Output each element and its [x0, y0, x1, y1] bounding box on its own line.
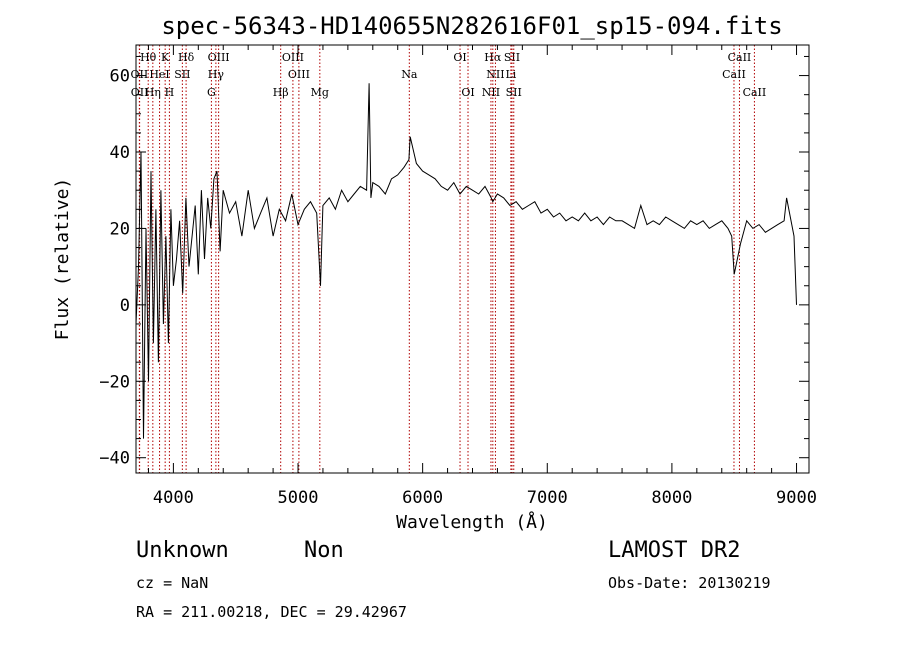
x-tick-label: 6000	[402, 488, 443, 508]
spectral-line-label: OI	[453, 51, 466, 64]
plot-frame	[135, 44, 810, 474]
spectral-line-label: H	[165, 86, 175, 99]
y-tick-label: −40	[99, 449, 130, 469]
spectral-line-label: CaII	[722, 68, 746, 81]
x-tick-label: 9000	[776, 488, 817, 508]
spectral-line-label: OIII	[208, 51, 230, 64]
object-class: Unknown	[136, 538, 229, 563]
spectral-line-label: Mg	[311, 86, 329, 99]
y-tick-label: −20	[99, 372, 130, 392]
spectral-line-label: G	[207, 86, 216, 99]
y-tick-label: 0	[120, 296, 130, 316]
spectral-line-label: CaII	[728, 51, 752, 64]
spectral-line-label: HeI	[149, 68, 169, 81]
x-axis: 4000 5000 6000 7000 8000 9000	[147, 45, 817, 508]
observation-date: Obs-Date: 20130219	[608, 574, 771, 592]
spectral-line-label: Hβ	[273, 86, 289, 99]
object-subclass: Non	[304, 538, 344, 563]
x-tick-label: 7000	[527, 488, 568, 508]
x-tick-label: 8000	[651, 488, 692, 508]
coordinates: RA = 211.00218, DEC = 29.42967	[136, 603, 407, 621]
y-tick-label: 60	[110, 67, 130, 87]
spectral-line-label: Li	[505, 68, 516, 81]
survey-name: LAMOST DR2	[608, 538, 741, 563]
spectral-line-label: OIII	[288, 68, 310, 81]
y-tick-label: 40	[110, 143, 130, 163]
spectral-line-label: Hγ	[208, 68, 225, 81]
spectrum-series-line	[135, 83, 797, 439]
x-tick-label: 4000	[153, 488, 194, 508]
x-tick-label: 5000	[278, 488, 319, 508]
spectral-line-label: Na	[401, 68, 418, 81]
spectral-line-label: OIII	[282, 51, 304, 64]
spectral-line-label: NII	[482, 86, 500, 99]
spectral-line-label: Hθ	[140, 51, 157, 64]
spectral-line-label: NII	[486, 68, 504, 81]
y-axis: −40 −20 0 20 40 60	[99, 55, 809, 469]
spectral-line-label: OI	[461, 86, 474, 99]
chart-title: spec-56343-HD140655N282616F01_sp15-094.f…	[161, 12, 782, 40]
spectral-line-label: OII	[131, 86, 149, 99]
spectral-line-label: Hδ	[178, 51, 195, 64]
spectral-line-label: Hα	[484, 51, 502, 64]
spectral-line-label: Hη	[145, 86, 161, 99]
spectral-line-label: SII	[174, 68, 190, 81]
spectral-line-label: SII	[504, 51, 520, 64]
redshift-cz: cz = NaN	[136, 574, 209, 592]
spectral-line-label: CaII	[743, 86, 767, 99]
y-axis-label: Flux (relative)	[52, 178, 73, 341]
y-tick-label: 20	[110, 219, 130, 239]
spectral-line-label: SII	[506, 86, 522, 99]
spectral-line-label: K	[161, 51, 170, 64]
x-axis-label: Wavelength (Å)	[396, 511, 548, 533]
